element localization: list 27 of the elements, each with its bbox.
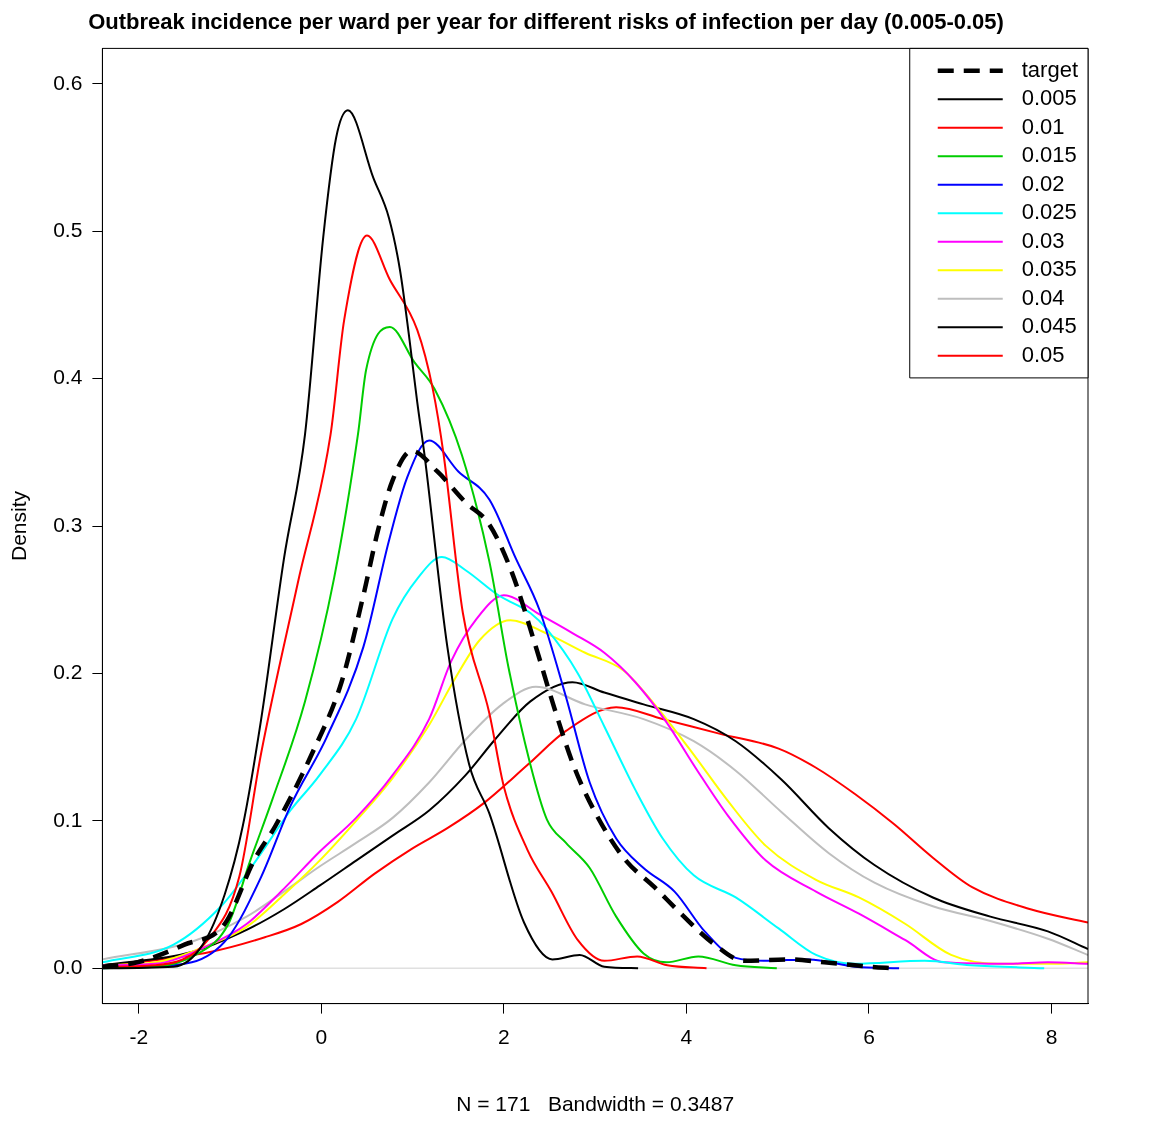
legend-label: 0.05 [1021, 341, 1065, 367]
x-tick-label: 8 [1045, 1025, 1058, 1048]
x-tick-label: 6 [863, 1025, 875, 1048]
x-tick-label: 2 [498, 1025, 510, 1048]
y-tick-label: 0.1 [53, 807, 83, 831]
legend-label: target [1021, 56, 1079, 82]
legend-label: 0.015 [1021, 142, 1077, 168]
legend-label: 0.025 [1021, 199, 1077, 225]
y-tick-label: 0.6 [53, 70, 83, 94]
legend-label: 0.045 [1021, 313, 1077, 339]
legend-label: 0.005 [1021, 85, 1077, 111]
x-axis-title: N = 171 Bandwidth = 0.3487 [456, 1092, 735, 1116]
legend-label: 0.035 [1021, 256, 1077, 282]
y-tick-label: 0.0 [53, 955, 83, 979]
y-axis-title: Density [7, 490, 31, 562]
legend-label: 0.04 [1021, 284, 1065, 310]
legend-label: 0.01 [1021, 113, 1065, 139]
chart-title: Outbreak incidence per ward per year for different risks of infection per day (0.005-0.05) [88, 9, 1004, 35]
legend-label: 0.03 [1021, 227, 1065, 253]
y-tick-label: 0.4 [53, 365, 83, 389]
y-tick-label: 0.3 [53, 512, 83, 536]
x-tick-label: -2 [129, 1025, 149, 1048]
x-tick-label: 4 [680, 1025, 693, 1048]
x-tick-label: 0 [315, 1025, 328, 1048]
legend-label: 0.02 [1021, 170, 1065, 196]
y-tick-label: 0.2 [53, 660, 83, 684]
y-tick-label: 0.5 [53, 217, 83, 241]
